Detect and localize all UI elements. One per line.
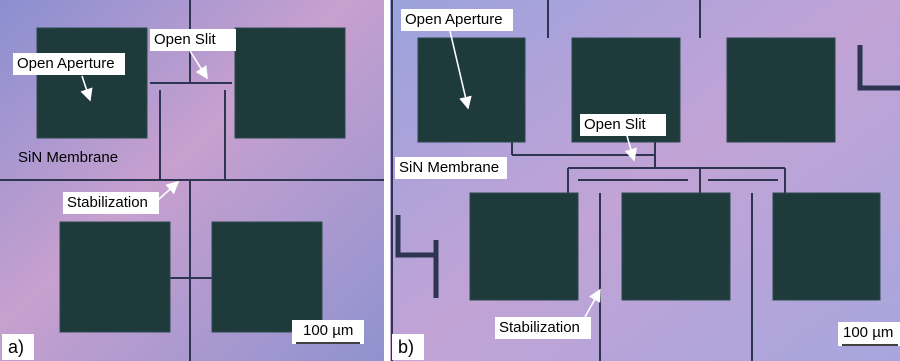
annotation: SiN Membrane <box>399 159 499 176</box>
panel-a: Open Slit Open Aperture SiN Membrane Sta… <box>0 0 384 361</box>
panel-b: Open Aperture Open Slit SiN Membrane Sta… <box>390 0 900 361</box>
panel-label: a) <box>8 337 24 357</box>
annotation: Stabilization <box>67 194 148 211</box>
scale-bar-label: 100 µm <box>843 324 893 341</box>
figure: Open Slit Open Aperture SiN Membrane Sta… <box>0 0 900 361</box>
annotation: SiN Membrane <box>18 149 118 166</box>
annotation: Open Aperture <box>17 55 115 72</box>
annotation: Open Slit <box>584 116 647 133</box>
annotation: Open Slit <box>154 31 217 48</box>
annotation: Open Aperture <box>405 11 503 28</box>
annotation: Stabilization <box>499 319 580 336</box>
panel-label: b) <box>398 337 414 357</box>
scale-bar-label: 100 µm <box>303 322 353 339</box>
